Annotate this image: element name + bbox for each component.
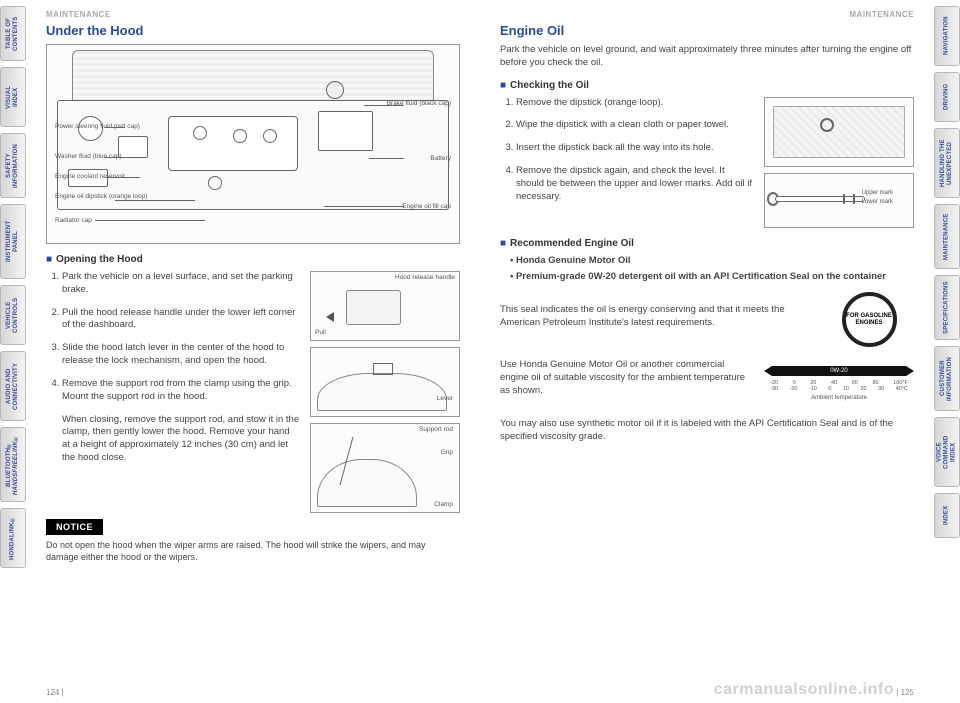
label-oilfill: Engine oil fill cap [402,203,451,210]
check-step-4: Remove the dipstick again, and check the… [516,165,754,203]
rec-oil-1: Honda Genuine Motor Oil [510,255,914,268]
label-brake: Brake fluid (black cap) [387,100,451,107]
tab-safety[interactable]: SAFETY INFORMATION [0,133,26,198]
hood-latch-figure: Lever [310,347,460,417]
dipstick-location-figure [764,97,914,167]
closing-note: When closing, remove the support rod, an… [46,414,300,465]
page-header: MAINTENANCE [500,10,914,19]
recommended-oil-heading: ■Recommended Engine Oil [500,238,914,249]
right-page: MAINTENANCE Engine Oil Park the vehicle … [480,0,934,703]
check-step-3: Insert the dipstick back all the way int… [516,142,754,155]
tab-index[interactable]: INDEX [934,493,960,538]
label-battery: Battery [430,155,451,162]
left-page: MAINTENANCE Under the Hood Power steerin… [26,0,480,703]
synthetic-note: You may also use synthetic motor oil if … [500,418,914,444]
opening-step-2: Pull the hood release handle under the l… [62,307,300,333]
viscosity-chart: 0W-20 -20 0 20 40 60 80 100°F -30 -20 -1… [764,362,914,401]
tab-navigation[interactable]: NAVIGATION [934,6,960,66]
notice-text: Do not open the hood when the wiper arms… [46,539,460,563]
right-tab-column: NAVIGATION DRIVING HANDLING THE UNEXPECT… [934,0,960,703]
page-number: 124 | [46,688,64,697]
tab-vehicle-controls[interactable]: VEHICLE CONTROLS [0,285,26,345]
check-step-2: Wipe the dipstick with a clean cloth or … [516,119,754,132]
check-step-1: Remove the dipstick (orange loop). [516,97,754,110]
seal-text: This seal indicates the oil is energy co… [500,304,814,330]
page-title: Engine Oil [500,23,914,38]
tab-customer-info[interactable]: CUSTOMER INFORMATION [934,346,960,411]
viscosity-grade: 0W-20 [772,366,906,376]
tab-driving[interactable]: DRIVING [934,72,960,122]
checking-oil-heading: ■Checking the Oil [500,80,914,91]
upper-mark-label: Upper mark [862,189,893,199]
notice-badge: NOTICE [46,519,103,535]
intro-text: Park the vehicle on level ground, and wa… [500,44,914,70]
support-rod-figure: Support rod Grip Clamp [310,423,460,513]
tab-bluetooth[interactable]: BLUETOOTH® HANDSFREELINK® [0,427,26,502]
tab-toc[interactable]: TABLE OF CONTENTS [0,6,26,61]
tab-hondalink[interactable]: HONDALINK® [0,508,26,568]
page-spread: MAINTENANCE Under the Hood Power steerin… [26,0,934,703]
opening-step-1: Park the vehicle on a level surface, and… [62,271,300,297]
page-header: MAINTENANCE [46,10,460,19]
opening-step-4: Remove the support rod from the clamp us… [62,378,300,404]
tab-specifications[interactable]: SPECIFICATIONS [934,275,960,340]
watermark: carmanualsonline.info [714,681,894,699]
tab-voice-index[interactable]: VOICE COMMAND INDEX [934,417,960,487]
left-tab-column: TABLE OF CONTENTS VISUAL INDEX SAFETY IN… [0,0,26,703]
viscosity-caption: Ambient temperature [764,395,914,401]
api-seal-icon: FOR GASOLINE ENGINES [842,292,897,347]
label-power-steering: Power steering fluid (red cap) [55,123,140,130]
tab-audio[interactable]: AUDIO AND CONNECTIVITY [0,351,26,421]
opening-hood-heading: ■Opening the Hood [46,254,460,265]
checking-steps: Remove the dipstick (orange loop). Wipe … [500,97,754,204]
opening-step-3: Slide the hood latch lever in the center… [62,342,300,368]
tab-instrument[interactable]: INSTRUMENT PANEL [0,204,26,279]
tab-handling[interactable]: HANDLING THE UNEXPECTED [934,128,960,198]
page-title: Under the Hood [46,23,460,38]
hood-release-figure: Hood release handle Pull [310,271,460,341]
rec-oil-2: Premium-grade 0W-20 detergent oil with a… [510,271,914,284]
viscosity-text: Use Honda Genuine Motor Oil or another c… [500,359,754,397]
dipstick-level-figure: Upper mark Lower mark [764,173,914,228]
tab-visual-index[interactable]: VISUAL INDEX [0,67,26,127]
page-number: | 125 [896,688,914,697]
tab-maintenance[interactable]: MAINTENANCE [934,204,960,269]
lower-mark-label: Lower mark [862,198,893,208]
engine-bay-figure: Power steering fluid (red cap) Washer fl… [46,44,460,244]
label-radiator: Radiator cap [55,217,92,224]
recommended-oil-list: Honda Genuine Motor Oil Premium-grade 0W… [500,255,914,285]
opening-steps: Park the vehicle on a level surface, and… [46,271,300,404]
